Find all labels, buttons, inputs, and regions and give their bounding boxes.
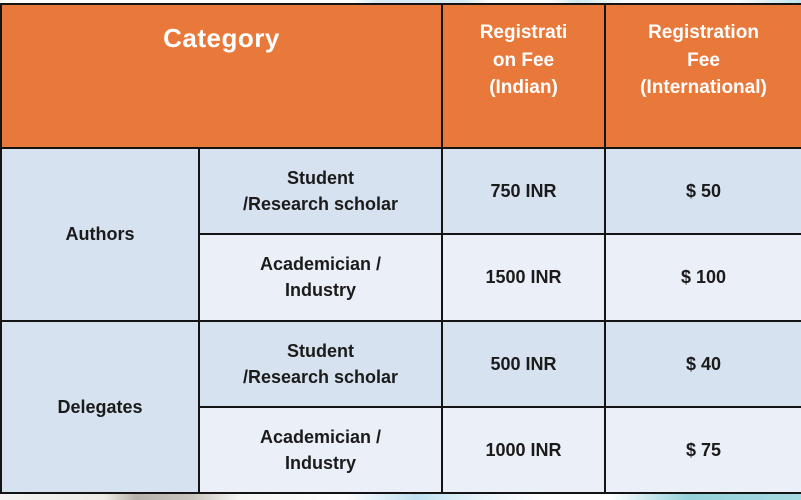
header-fee-international: Registration Fee (International) [604, 3, 801, 149]
header-category: Category [0, 3, 444, 149]
table-row: Authors Student /Research scholar 750 IN… [0, 146, 801, 322]
fee-indian-cell: 1000 INR [441, 405, 607, 495]
fee-international-cell: $ 50 [604, 146, 801, 236]
table-row: Academician / Industry 1500 INR $ 100 [1, 233, 801, 322]
subcategory-cell: Student /Research scholar [197, 146, 444, 236]
page-background-top [0, 0, 801, 3]
subcategory-cell: Academician / Industry [197, 233, 444, 322]
subcategory-cell: Student /Research scholar [197, 319, 444, 408]
page-background-bottom [0, 494, 801, 500]
header-fee-indian: Registrati on Fee (Indian) [441, 3, 607, 149]
group-cell-delegates: Delegates [0, 319, 200, 494]
subcategory-cell: Academician / Industry [197, 405, 444, 495]
fee-indian-cell: 500 INR [441, 319, 607, 408]
fee-international-cell: $ 100 [604, 233, 801, 322]
fee-indian-cell: 750 INR [441, 146, 607, 236]
registration-fee-table: Category Registrati on Fee (Indian) Regi… [0, 3, 801, 495]
fee-international-cell: $ 40 [604, 319, 801, 408]
fee-international-cell: $ 75 [604, 405, 801, 495]
fee-indian-cell: 1500 INR [441, 233, 607, 322]
table-header: Category Registrati on Fee (Indian) Regi… [0, 3, 801, 149]
group-cell-authors: Authors [0, 147, 200, 322]
table-row: Academician / Industry 1000 INR $ 75 [1, 405, 801, 495]
table-row: Delegates Student /Research scholar 500 … [0, 319, 801, 494]
